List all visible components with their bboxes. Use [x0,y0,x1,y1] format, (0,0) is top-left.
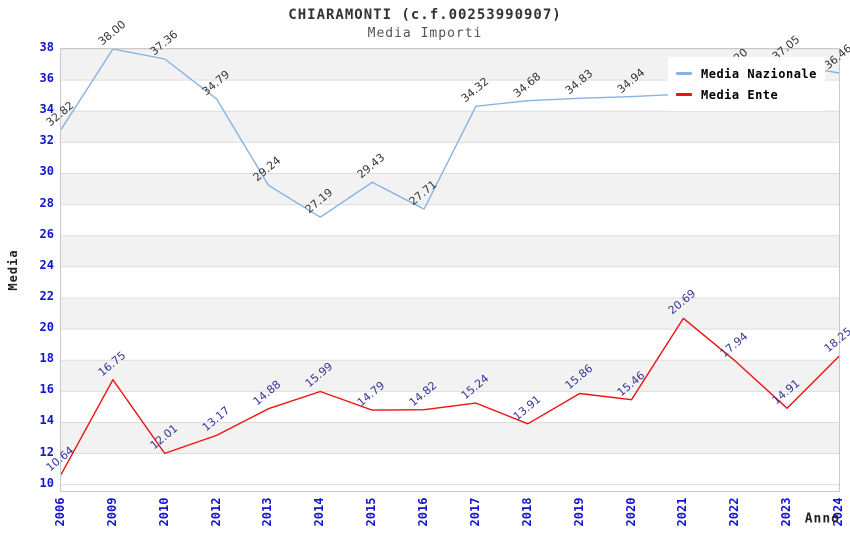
chart-subtitle: Media Importi [367,26,483,41]
x-tick-label: 2018 [519,497,534,527]
legend-swatch-icon [676,72,692,75]
x-tick-label: 2006 [53,497,67,527]
x-tick-label: 2019 [571,497,586,527]
y-tick-label: 26 [39,226,54,241]
y-tick-label: 12 [39,444,54,459]
y-tick-label: 30 [39,164,54,179]
plot-band [61,360,839,392]
x-tick-label: 2013 [260,497,275,527]
plot-band [61,297,839,330]
y-tick-label: 32 [39,133,54,148]
chart-legend: Media Nazionale Media Ente [668,57,825,111]
x-tick-label: 2012 [208,497,223,527]
x-tick-label: 2017 [467,497,482,527]
legend-item: Media Nazionale [676,63,817,84]
x-tick-label: 2010 [156,497,171,527]
x-axis-label: Anno [804,511,840,527]
x-tick-label: 2020 [623,497,638,527]
legend-item: Media Ente [676,84,817,105]
y-tick-label: 22 [39,288,54,303]
x-tick-label: 2016 [416,497,431,527]
y-tick-label: 38 [39,40,54,54]
x-tick-label: 2021 [675,497,690,527]
x-tick-label: 2022 [727,497,742,527]
y-tick-label: 10 [39,475,54,490]
y-tick-label: 14 [39,413,54,428]
y-tick-label: 18 [39,351,54,366]
y-axis-label: Media [6,249,20,291]
y-tick-label: 28 [39,195,54,210]
x-tick-label: 2023 [779,497,794,527]
y-tick-label: 36 [39,71,54,86]
x-tick-label: 2009 [104,497,119,527]
plot-area [60,48,840,492]
series-line-media-ente [61,317,839,476]
chart-title: CHIARAMONTI (c.f.00253990907) [288,7,562,23]
x-tick-label: 2014 [312,497,327,527]
line-chart-canvas [61,49,839,486]
plot-band [61,173,839,205]
y-tick-label: 34 [39,102,54,117]
y-tick-label: 24 [39,257,54,272]
plot-band [61,422,839,454]
y-tick-label: 20 [39,320,54,335]
legend-swatch-icon [676,93,692,96]
legend-label: Media Nazionale [701,66,817,81]
x-tick-label: 2015 [364,497,379,527]
y-tick-label: 16 [39,382,54,397]
legend-label: Media Ente [701,87,779,102]
plot-band [61,111,839,143]
plot-band [61,235,839,267]
